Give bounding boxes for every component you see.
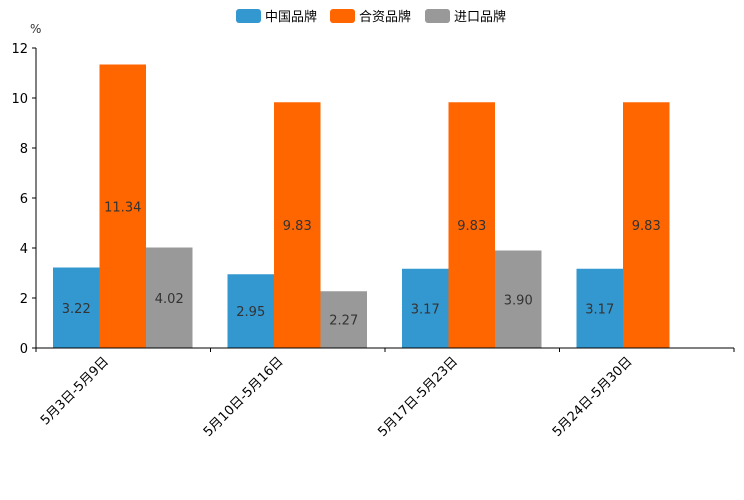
bar bbox=[576, 268, 623, 348]
legend-item[interactable]: 进口品牌 bbox=[425, 9, 506, 25]
bar bbox=[448, 102, 495, 348]
y-tick-label: 0 bbox=[20, 342, 28, 357]
data-label: 3.90 bbox=[504, 293, 533, 308]
legend-swatch bbox=[330, 9, 355, 23]
x-category-label: 5月3日-5月9日 bbox=[38, 354, 112, 428]
bar bbox=[227, 274, 274, 348]
y-tick-label: 12 bbox=[11, 42, 28, 57]
bar bbox=[495, 250, 542, 348]
legend-item[interactable]: 中国品牌 bbox=[236, 9, 317, 25]
data-label: 3.17 bbox=[585, 302, 614, 317]
legend-item[interactable]: 合资品牌 bbox=[330, 9, 411, 25]
y-tick-label: 8 bbox=[20, 142, 28, 157]
bar bbox=[146, 247, 193, 348]
x-category-label: 5月17日-5月23日 bbox=[375, 354, 461, 440]
legend: 中国品牌 合资品牌 进口品牌 bbox=[236, 9, 506, 25]
data-label: 3.22 bbox=[62, 302, 91, 317]
x-axis: 5月3日-5月9日 5月10日-5月16日 5月17日-5月23日 5月24日-5月3… bbox=[35, 347, 735, 440]
y-tick-label: 2 bbox=[20, 292, 28, 307]
y-axis-unit-label: % bbox=[30, 22, 41, 36]
data-labels-group: 3.22 11.34 4.02 2.95 9.83 2.27 3.17 9.83 3.90 3.1… bbox=[62, 200, 661, 328]
data-label: 9.83 bbox=[283, 219, 312, 234]
legend-label: 合资品牌 bbox=[359, 9, 411, 25]
data-label: 9.83 bbox=[457, 219, 486, 234]
data-label: 11.34 bbox=[104, 200, 141, 215]
data-label: 9.83 bbox=[632, 219, 661, 234]
bar bbox=[402, 268, 449, 348]
y-tick-label: 6 bbox=[20, 192, 28, 207]
y-tick-label: 10 bbox=[11, 92, 28, 107]
x-category-label: 5月10日-5月16日 bbox=[201, 354, 287, 440]
y-tick-label: 4 bbox=[20, 242, 28, 257]
legend-swatch bbox=[236, 9, 261, 23]
bar bbox=[53, 267, 100, 348]
bars-group bbox=[53, 64, 670, 348]
legend-label: 中国品牌 bbox=[265, 9, 317, 25]
data-label: 2.95 bbox=[236, 305, 265, 320]
data-label: 4.02 bbox=[155, 292, 184, 307]
bar bbox=[99, 64, 146, 348]
data-label: 3.17 bbox=[411, 302, 440, 317]
legend-swatch bbox=[425, 9, 450, 23]
data-label: 2.27 bbox=[329, 314, 358, 329]
legend-label: 进口品牌 bbox=[454, 9, 506, 25]
y-axis: 0 2 4 6 8 10 12 bbox=[11, 42, 37, 357]
x-category-label: 5月24日-5月30日 bbox=[550, 354, 636, 440]
bar bbox=[623, 102, 670, 348]
bar bbox=[274, 102, 321, 348]
bar bbox=[320, 291, 367, 348]
